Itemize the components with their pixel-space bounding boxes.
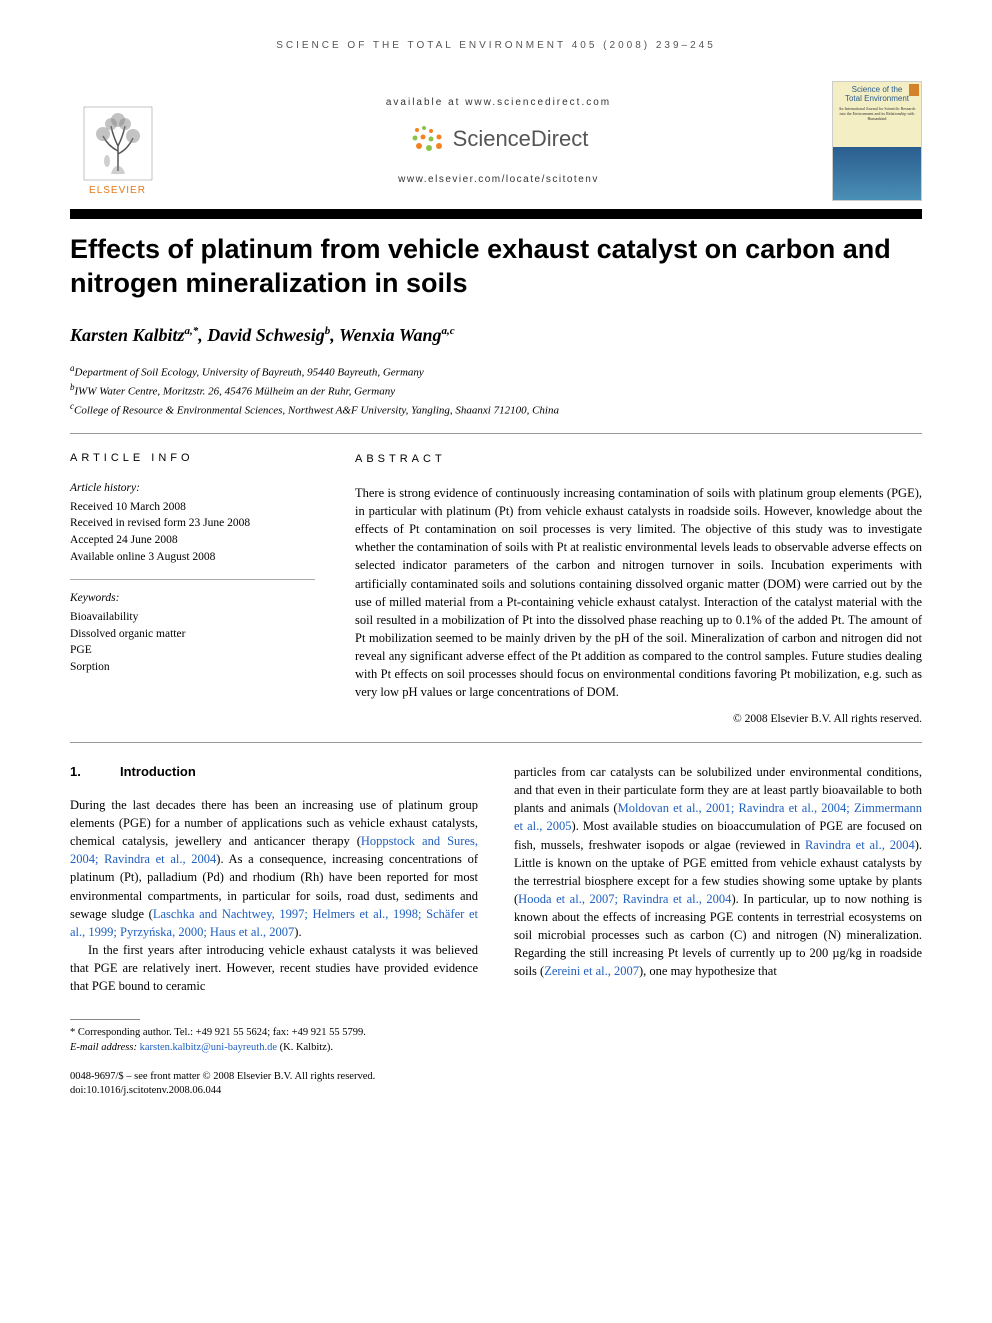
citation[interactable]: Zereini et al., 2007 — [544, 964, 639, 978]
author-1: Karsten Kalbitza,* — [70, 325, 198, 345]
issn-copyright: 0048-9697/$ – see front matter © 2008 El… — [70, 1070, 922, 1085]
cover-subtitle: An International Journal for Scientific … — [833, 106, 921, 121]
sciencedirect-logo: ScienceDirect — [409, 124, 589, 154]
section-1-heading: 1.Introduction — [70, 763, 478, 782]
intro-para-2: In the first years after introducing veh… — [70, 941, 478, 995]
affiliation-c: cCollege of Resource & Environmental Sci… — [70, 400, 922, 419]
email-line: E-mail address: karsten.kalbitz@uni-bayr… — [70, 1041, 479, 1056]
keyword-2: Dissolved organic matter — [70, 626, 315, 643]
intro-para-2-cont: particles from car catalysts can be solu… — [514, 763, 922, 981]
section-1-num: 1. — [70, 763, 120, 782]
doi: doi:10.1016/j.scitotenv.2008.06.044 — [70, 1084, 922, 1099]
footnote-divider — [70, 1019, 140, 1020]
info-abstract-row: ARTICLE INFO Article history: Received 1… — [70, 434, 922, 742]
title-top-bar — [70, 209, 922, 219]
history-revised: Received in revised form 23 June 2008 — [70, 515, 315, 532]
authors-line: Karsten Kalbitza,*, David Schwesigb, Wen… — [70, 325, 922, 346]
running-header: SCIENCE OF THE TOTAL ENVIRONMENT 405 (20… — [70, 40, 922, 51]
abstract-text: There is strong evidence of continuously… — [355, 484, 922, 702]
affiliation-a: aDepartment of Soil Ecology, University … — [70, 362, 922, 381]
center-branding: available at www.sciencedirect.com Scien… — [165, 97, 832, 185]
section-1-title: Introduction — [120, 764, 196, 779]
citation[interactable]: Hooda et al., 2007; Ravindra et al., 200… — [518, 892, 731, 906]
article-history-block: Article history: Received 10 March 2008 … — [70, 480, 315, 565]
intro-para-1: During the last decades there has been a… — [70, 796, 478, 941]
history-online: Available online 3 August 2008 — [70, 549, 315, 566]
affiliation-b: bIWW Water Centre, Moritzstr. 26, 45476 … — [70, 381, 922, 400]
email-link[interactable]: karsten.kalbitz@uni-bayreuth.de — [140, 1042, 277, 1053]
body-columns: 1.Introduction During the last decades t… — [70, 763, 922, 995]
affiliations: aDepartment of Soil Ecology, University … — [70, 362, 922, 419]
available-at-text: available at www.sciencedirect.com — [165, 97, 832, 108]
article-info: ARTICLE INFO Article history: Received 1… — [70, 452, 315, 728]
abstract: ABSTRACT There is strong evidence of con… — [355, 452, 922, 728]
left-column: 1.Introduction During the last decades t… — [70, 763, 478, 995]
author-2: David Schwesigb — [207, 325, 330, 345]
elsevier-name: ELSEVIER — [89, 185, 146, 196]
right-column: particles from car catalysts can be solu… — [514, 763, 922, 995]
article-title: Effects of platinum from vehicle exhaust… — [70, 233, 922, 301]
sciencedirect-dots-icon — [409, 124, 449, 154]
journal-url: www.elsevier.com/locate/scitotenv — [165, 174, 832, 185]
history-accepted: Accepted 24 June 2008 — [70, 532, 315, 549]
abstract-heading: ABSTRACT — [355, 452, 922, 468]
keyword-1: Bioavailability — [70, 609, 315, 626]
history-label: Article history: — [70, 480, 315, 497]
sciencedirect-text: ScienceDirect — [453, 126, 589, 152]
citation[interactable]: Ravindra et al., 2004 — [805, 838, 915, 852]
journal-cover-thumbnail: Science of the Total Environment An Inte… — [832, 81, 922, 201]
cover-elsevier-mark — [909, 84, 919, 96]
history-received: Received 10 March 2008 — [70, 499, 315, 516]
keywords-label: Keywords: — [70, 590, 315, 607]
front-matter: 0048-9697/$ – see front matter © 2008 El… — [70, 1070, 922, 1099]
abstract-copyright: © 2008 Elsevier B.V. All rights reserved… — [355, 711, 922, 728]
keyword-3: PGE — [70, 642, 315, 659]
elsevier-logo: ELSEVIER — [70, 86, 165, 196]
author-3: Wenxia Wanga,c — [339, 325, 455, 345]
keyword-4: Sorption — [70, 659, 315, 676]
elsevier-tree-icon — [83, 106, 153, 181]
cover-title: Science of the Total Environment — [833, 82, 921, 106]
keywords-block: Keywords: Bioavailability Dissolved orga… — [70, 590, 315, 675]
info-divider — [70, 579, 315, 580]
article-info-heading: ARTICLE INFO — [70, 452, 315, 464]
footnotes: * Corresponding author. Tel.: +49 921 55… — [70, 1019, 479, 1055]
top-banner: ELSEVIER available at www.sciencedirect.… — [70, 81, 922, 201]
divider — [70, 742, 922, 743]
corresponding-author-note: * Corresponding author. Tel.: +49 921 55… — [70, 1026, 479, 1041]
